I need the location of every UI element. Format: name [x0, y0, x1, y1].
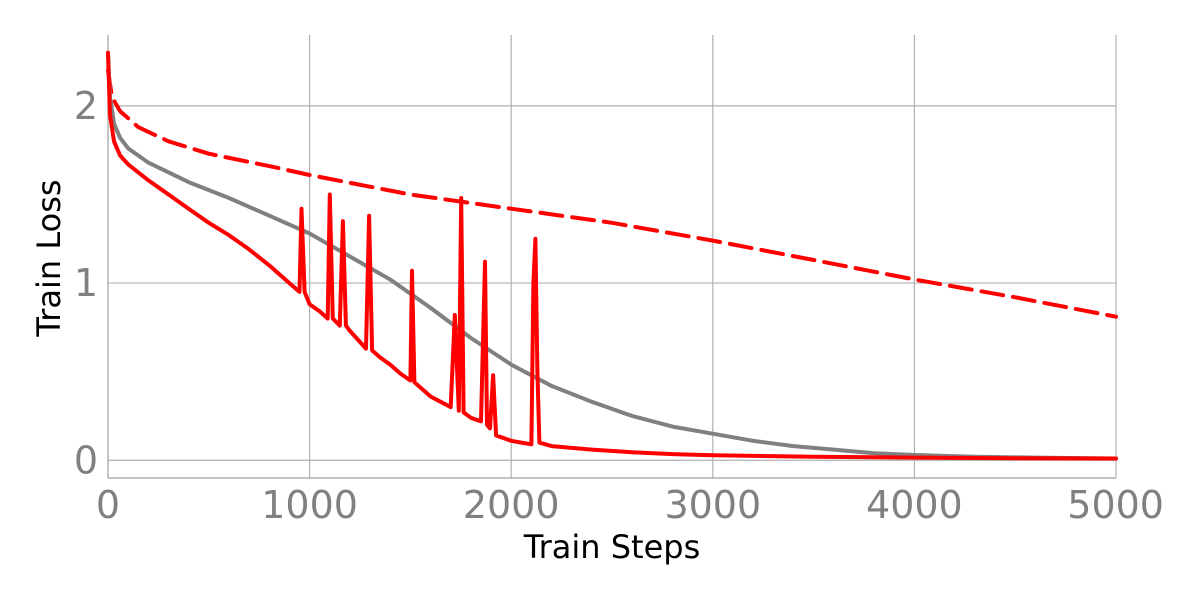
dashed-red-series-line	[106, 68, 1118, 319]
gray-series-line	[106, 50, 1118, 461]
grid-lines	[108, 35, 1117, 478]
x-tick-label: 4000	[866, 483, 963, 527]
x-tick-label: 3000	[664, 483, 761, 527]
x-tick-label: 5000	[1067, 483, 1164, 527]
x-tick-labels: 0 1000 2000 3000 4000 5000	[96, 483, 1164, 527]
y-axis-title: Train Loss	[30, 179, 68, 337]
x-tick-label: 0	[96, 483, 120, 527]
y-tick-label: 2	[74, 84, 98, 128]
y-tick-label: 1	[74, 261, 98, 305]
x-axis-title: Train Steps	[523, 528, 700, 566]
series-lines	[106, 50, 1118, 461]
x-tick-label: 2000	[463, 483, 560, 527]
solid-red-series-line	[106, 50, 1118, 461]
y-tick-labels: 0 1 2	[74, 84, 98, 482]
y-tick-label: 0	[74, 438, 98, 482]
x-tick-label: 1000	[261, 483, 358, 527]
